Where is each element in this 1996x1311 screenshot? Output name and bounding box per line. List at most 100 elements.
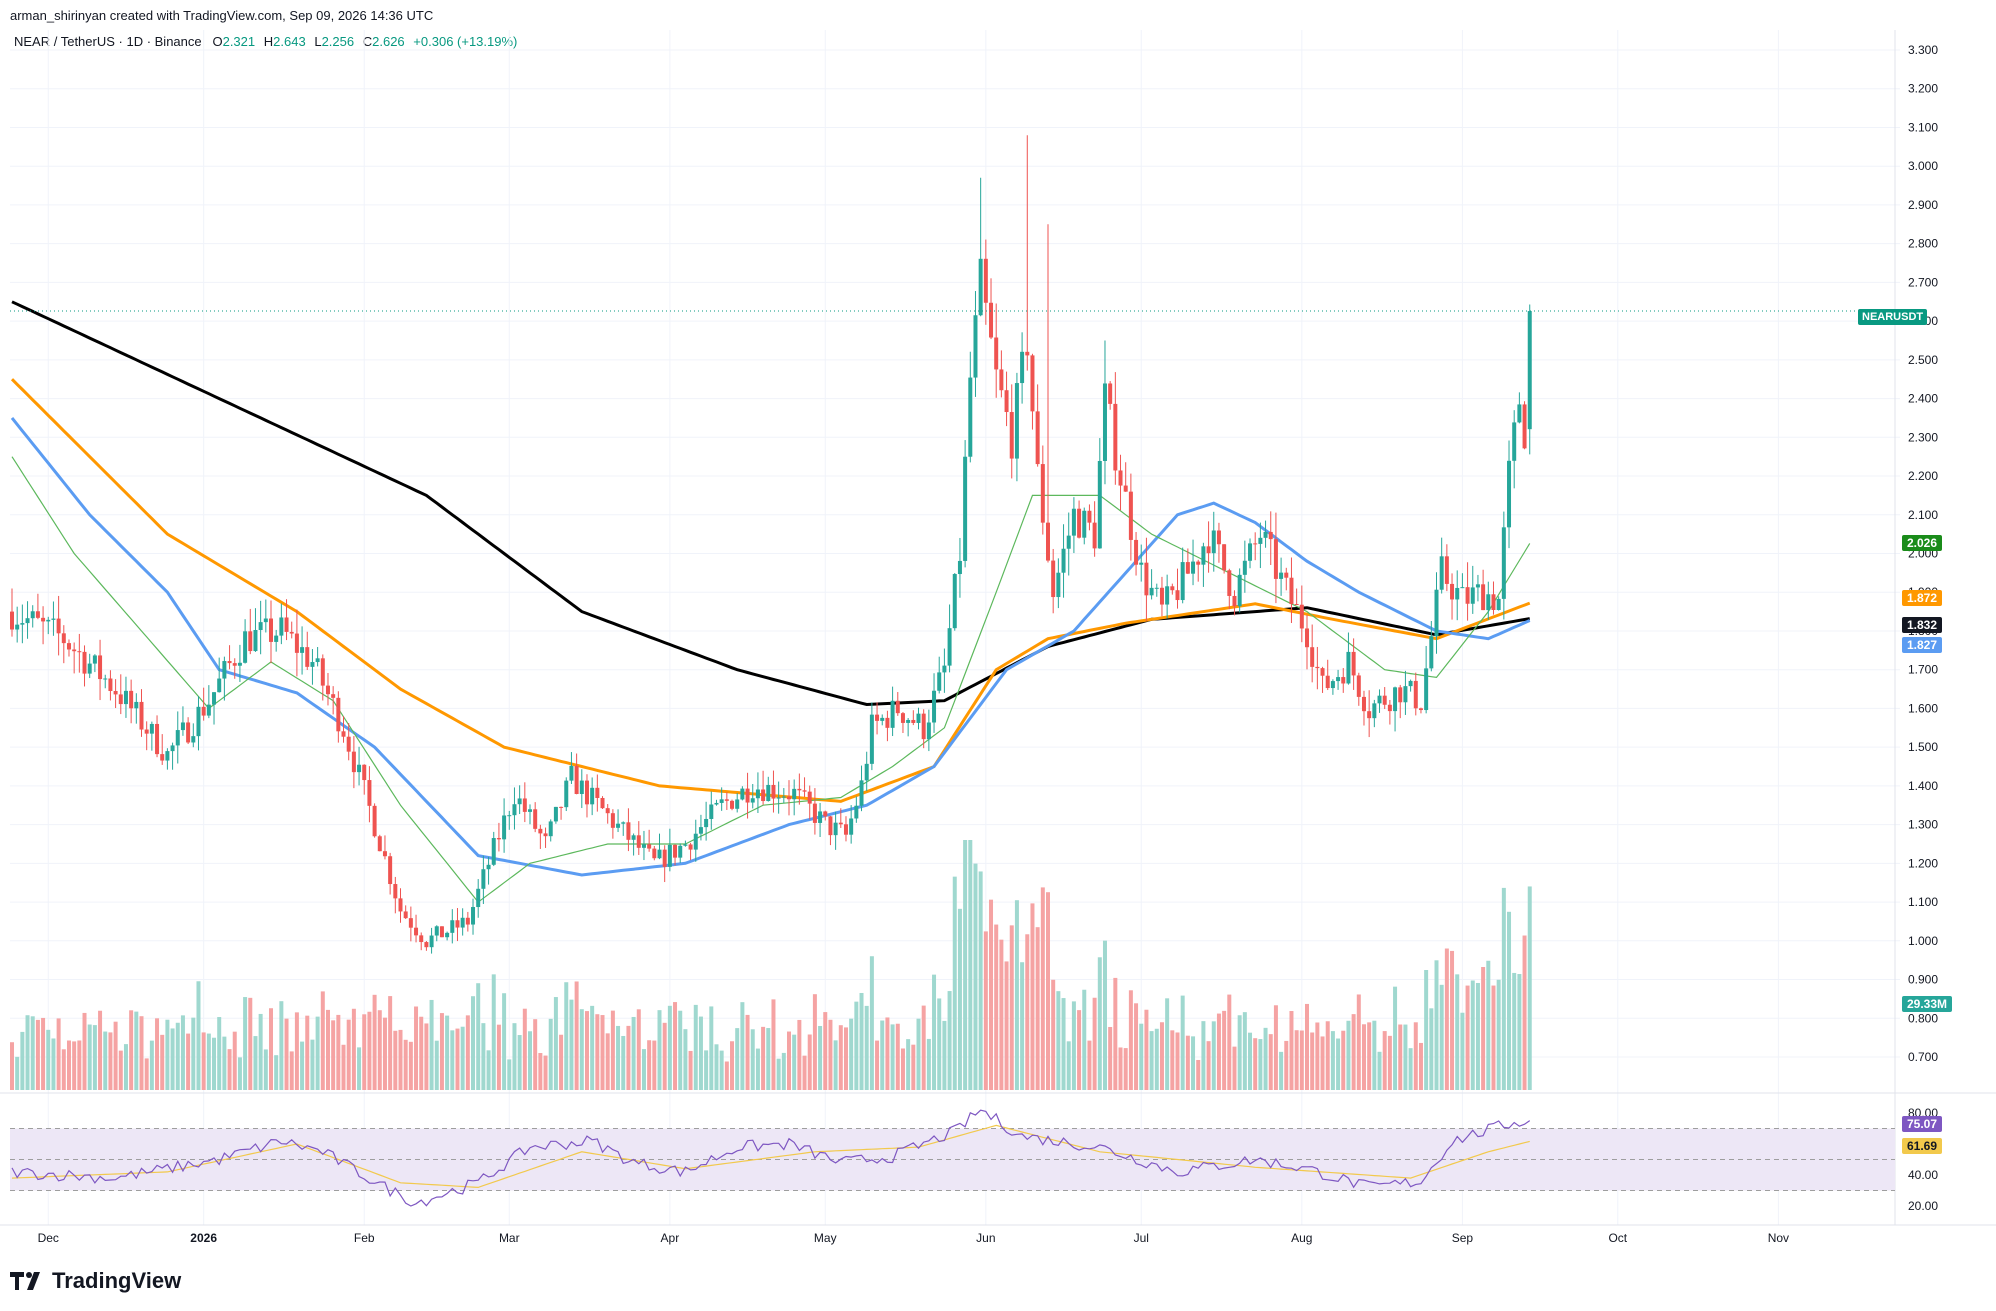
- volume-bar: [10, 1042, 14, 1090]
- candle-body: [1299, 604, 1304, 629]
- price-axis-label: 1.700: [1908, 663, 1938, 677]
- volume-bar: [1356, 994, 1361, 1090]
- candle-body: [25, 618, 30, 624]
- candle-body: [77, 651, 82, 653]
- time-axis-label: Dec: [38, 1231, 59, 1245]
- volume-bar: [698, 1016, 703, 1090]
- symbol-name: NEAR / TetherUS · 1D · Binance: [14, 34, 202, 49]
- volume-bar: [72, 1041, 77, 1090]
- volume-bar: [103, 1031, 108, 1090]
- candle-body: [787, 796, 791, 800]
- volume-bar: [1351, 1014, 1356, 1090]
- volume-bar: [419, 1016, 424, 1090]
- volume-bar: [310, 1039, 315, 1090]
- volume-bar: [978, 871, 983, 1090]
- candle-body: [792, 788, 797, 800]
- volume-bar: [424, 1023, 429, 1090]
- candle-body: [683, 844, 688, 846]
- volume-bar: [548, 1018, 553, 1090]
- candle-body: [191, 736, 196, 743]
- volume-bar: [1253, 1038, 1258, 1090]
- candle-body: [1020, 351, 1025, 384]
- volume-bar: [222, 1036, 227, 1090]
- volume-bar: [196, 981, 201, 1090]
- candle-body: [289, 631, 294, 634]
- rsi-ma-price-tag: 61.69: [1902, 1138, 1943, 1154]
- volume-bar: [1527, 886, 1532, 1090]
- candle-body: [1253, 543, 1258, 545]
- volume-bar: [25, 1015, 30, 1090]
- volume-bar: [1227, 994, 1232, 1090]
- candle-body: [320, 658, 325, 686]
- volume-bar: [1144, 1009, 1149, 1090]
- volume-bar: [1066, 1041, 1071, 1090]
- candle-body: [1216, 530, 1221, 545]
- price-axis-label: 2.700: [1908, 275, 1938, 289]
- volume-bar: [983, 931, 988, 1090]
- volume-bar: [1263, 1027, 1268, 1090]
- volume-bar: [1222, 1010, 1227, 1090]
- candle-body: [1139, 562, 1144, 565]
- volume-bar: [1056, 991, 1061, 1090]
- volume-bar: [1439, 984, 1444, 1090]
- candle-body: [1009, 412, 1014, 459]
- volume-bar: [341, 1044, 346, 1090]
- volume-bar: [714, 1044, 719, 1090]
- candle-body: [382, 851, 387, 857]
- candle-body: [351, 751, 356, 773]
- candle-body: [693, 833, 698, 850]
- volume-bar: [41, 1017, 46, 1090]
- candle-body: [1279, 572, 1284, 579]
- candle-body: [942, 665, 947, 673]
- candle-body: [1222, 544, 1227, 571]
- candle-body: [1196, 561, 1201, 565]
- candle-body: [1507, 460, 1512, 528]
- volume-bar: [1398, 1024, 1403, 1090]
- candle-body: [895, 700, 900, 714]
- tradingview-logo[interactable]: TradingView: [10, 1268, 181, 1294]
- candle-body: [564, 780, 569, 808]
- volume-bar: [1061, 998, 1066, 1090]
- price-axis-label: 0.700: [1908, 1050, 1938, 1064]
- candle-body: [56, 618, 61, 634]
- candle-body: [41, 617, 46, 622]
- candle-body: [1310, 647, 1315, 667]
- volume-bar: [1020, 962, 1025, 1090]
- ma-green-price-tag: 2.026: [1902, 535, 1943, 552]
- candle-body: [1263, 531, 1268, 538]
- volume-bar: [212, 1037, 217, 1090]
- candle-body: [263, 618, 268, 623]
- candle-body: [636, 835, 641, 848]
- price-axis-label: 1.600: [1908, 701, 1938, 715]
- volume-bar: [149, 1040, 154, 1090]
- volume-bar: [1237, 1015, 1242, 1090]
- volume-bar: [569, 999, 574, 1090]
- candle-body: [1444, 556, 1449, 584]
- candle-body: [1429, 636, 1434, 669]
- candle-body: [507, 815, 512, 817]
- volume-bar: [797, 1019, 802, 1090]
- candle-body: [72, 649, 77, 652]
- candle-body: [1450, 583, 1455, 600]
- candle-body: [1393, 687, 1398, 712]
- volume-bar: [1149, 1031, 1154, 1090]
- candle-body: [859, 780, 864, 806]
- candle-body: [82, 651, 87, 674]
- open-label: O: [212, 34, 223, 49]
- time-axis-label: May: [814, 1231, 837, 1245]
- volume-bar: [496, 1024, 501, 1090]
- candle-body: [1237, 574, 1242, 607]
- candle-body: [20, 623, 25, 625]
- time-axis-label: Oct: [1608, 1231, 1627, 1245]
- candle-body: [1439, 556, 1444, 590]
- high-value: 2.643: [273, 34, 306, 49]
- volume-bar: [289, 1051, 294, 1090]
- volume-bar: [1004, 961, 1009, 1090]
- candle-body: [932, 690, 937, 723]
- candle-body: [357, 764, 362, 773]
- price-chart[interactable]: 3.3003.2003.1003.0002.9002.8002.7002.600…: [0, 0, 1996, 1265]
- candle-body: [1061, 548, 1066, 573]
- volume-bar: [807, 1034, 812, 1090]
- candle-body: [1398, 687, 1403, 703]
- volume-bar: [932, 974, 937, 1090]
